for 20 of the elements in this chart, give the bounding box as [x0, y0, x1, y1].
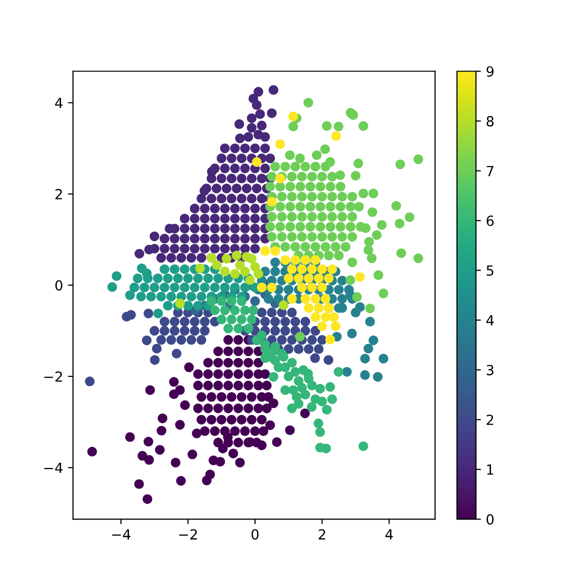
x-tick-label: −4	[112, 529, 130, 540]
x-tick-label: 4	[385, 529, 393, 540]
y-tick-label: 2	[55, 188, 62, 200]
y-tick-label: 0	[55, 280, 62, 291]
y-tick-label: 4	[55, 98, 62, 108]
color-bar-label: 8	[486, 116, 494, 126]
color-bar-label: 1	[487, 464, 494, 475]
color-bar-label: 9	[486, 66, 494, 77]
x-tick-label: 2	[318, 529, 326, 540]
x-tick-label: 0	[252, 529, 259, 540]
color-bar-label: 4	[486, 315, 494, 326]
color-bar-label: 0	[486, 514, 494, 525]
color-bar-label: 7	[486, 166, 494, 176]
color-bar-label: 3	[486, 364, 494, 376]
y-tick-label: −4	[44, 462, 62, 473]
color-bar-label: 5	[486, 265, 494, 276]
x-tick-label: −2	[179, 529, 197, 540]
y-tick-label: −2	[44, 371, 62, 382]
color-bar-label: 2	[486, 414, 494, 425]
color-bar-label: 6	[486, 216, 494, 226]
